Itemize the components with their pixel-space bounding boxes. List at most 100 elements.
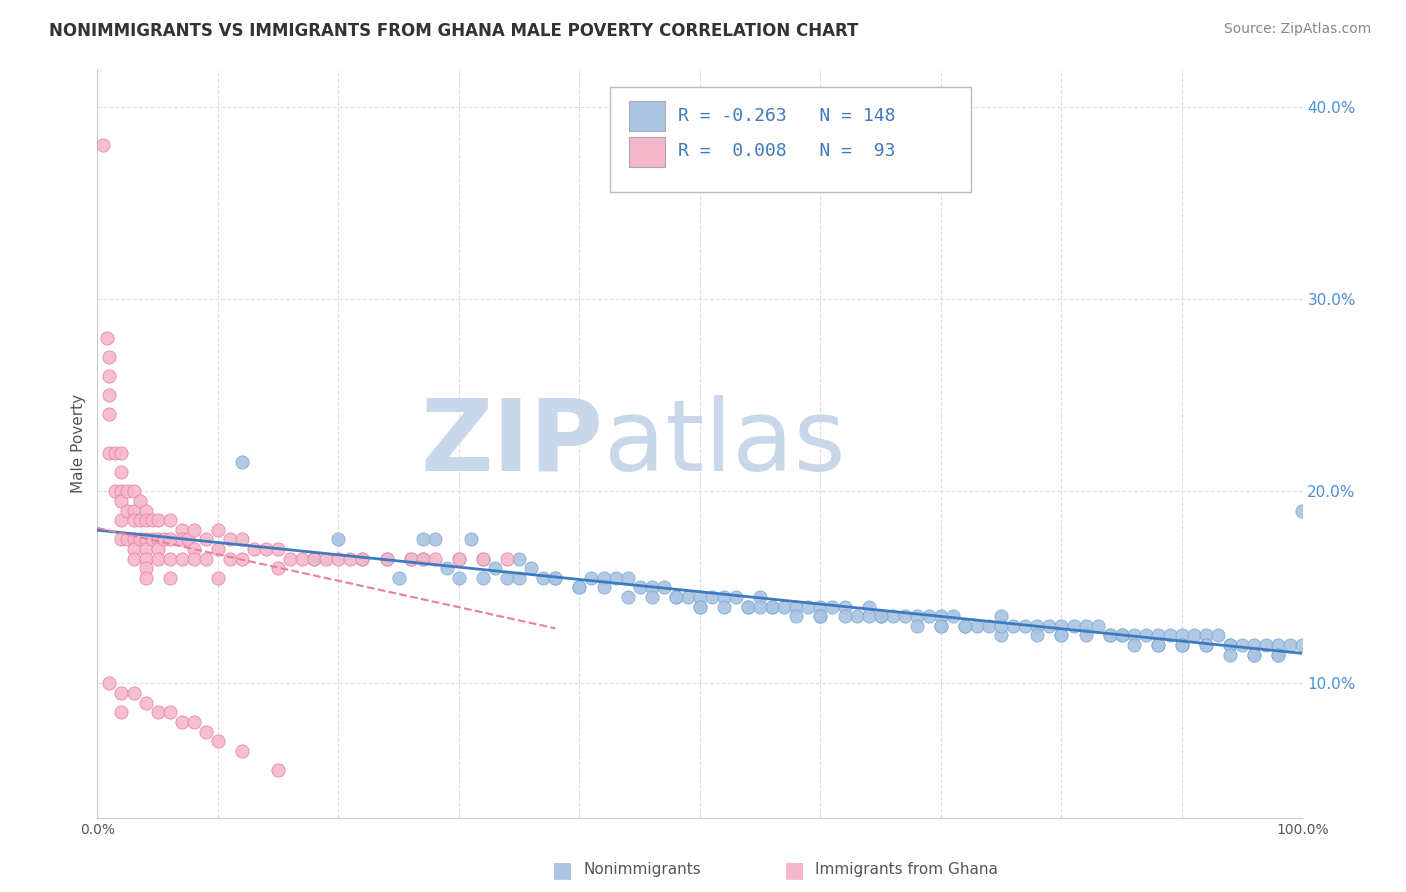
Point — [207, 523, 229, 537]
Point — [122, 686, 145, 700]
Point — [207, 571, 229, 585]
Point — [135, 503, 157, 517]
Point — [1147, 628, 1170, 642]
Text: ZIP: ZIP — [420, 395, 603, 491]
Point — [254, 541, 277, 556]
Point — [98, 446, 121, 460]
Text: R = -0.263   N = 148: R = -0.263 N = 148 — [678, 108, 896, 126]
Point — [858, 599, 880, 614]
Point — [761, 599, 783, 614]
Point — [605, 571, 627, 585]
Point — [135, 571, 157, 585]
FancyBboxPatch shape — [628, 101, 665, 131]
Point — [304, 551, 326, 566]
Point — [447, 571, 470, 585]
Point — [1267, 648, 1289, 662]
Point — [460, 533, 482, 547]
Point — [412, 551, 434, 566]
Point — [1279, 638, 1302, 652]
Point — [581, 571, 603, 585]
Point — [98, 676, 121, 690]
Point — [207, 734, 229, 748]
Point — [315, 551, 337, 566]
Point — [905, 619, 928, 633]
Point — [520, 561, 543, 575]
Point — [869, 609, 891, 624]
Point — [122, 513, 145, 527]
Point — [929, 619, 952, 633]
Point — [1232, 638, 1254, 652]
Point — [117, 484, 139, 499]
Point — [1291, 503, 1313, 517]
Point — [737, 599, 759, 614]
Point — [399, 551, 422, 566]
Point — [128, 494, 150, 508]
Point — [1171, 638, 1194, 652]
Point — [472, 571, 495, 585]
Point — [423, 551, 446, 566]
Point — [641, 590, 664, 604]
Point — [1002, 619, 1025, 633]
Point — [183, 714, 205, 729]
Point — [146, 551, 169, 566]
Point — [544, 571, 567, 585]
Point — [110, 686, 132, 700]
Point — [1256, 638, 1278, 652]
Point — [1219, 638, 1241, 652]
Point — [412, 533, 434, 547]
Point — [858, 609, 880, 624]
Point — [128, 533, 150, 547]
Point — [990, 628, 1012, 642]
Point — [135, 533, 157, 547]
Point — [1219, 648, 1241, 662]
Text: Source: ZipAtlas.com: Source: ZipAtlas.com — [1223, 22, 1371, 37]
Point — [304, 551, 326, 566]
Point — [845, 609, 868, 624]
Point — [1074, 628, 1097, 642]
Point — [231, 744, 253, 758]
Point — [882, 609, 904, 624]
Point — [110, 494, 132, 508]
Point — [810, 609, 832, 624]
Point — [665, 590, 688, 604]
Point — [869, 609, 891, 624]
Point — [170, 523, 193, 537]
Point — [749, 599, 772, 614]
Point — [1063, 619, 1085, 633]
Point — [942, 609, 965, 624]
Point — [98, 388, 121, 402]
Point — [104, 484, 127, 499]
Point — [267, 763, 290, 777]
Point — [328, 551, 350, 566]
Point — [810, 609, 832, 624]
Point — [96, 330, 118, 344]
Point — [544, 571, 567, 585]
Point — [170, 551, 193, 566]
FancyBboxPatch shape — [628, 136, 665, 167]
Point — [388, 571, 411, 585]
Point — [713, 599, 735, 614]
Point — [834, 599, 856, 614]
Point — [810, 599, 832, 614]
Point — [1135, 628, 1157, 642]
Point — [834, 609, 856, 624]
Point — [1267, 638, 1289, 652]
Point — [352, 551, 374, 566]
Point — [110, 484, 132, 499]
Text: NONIMMIGRANTS VS IMMIGRANTS FROM GHANA MALE POVERTY CORRELATION CHART: NONIMMIGRANTS VS IMMIGRANTS FROM GHANA M… — [49, 22, 859, 40]
Point — [700, 590, 723, 604]
Point — [207, 541, 229, 556]
Point — [1291, 638, 1313, 652]
Point — [267, 561, 290, 575]
Point — [918, 609, 941, 624]
Point — [689, 599, 711, 614]
Point — [1038, 619, 1060, 633]
Point — [568, 581, 591, 595]
Point — [146, 541, 169, 556]
Point — [110, 706, 132, 720]
Point — [484, 561, 506, 575]
Point — [170, 533, 193, 547]
Point — [141, 533, 163, 547]
Point — [1243, 648, 1265, 662]
Point — [508, 551, 530, 566]
